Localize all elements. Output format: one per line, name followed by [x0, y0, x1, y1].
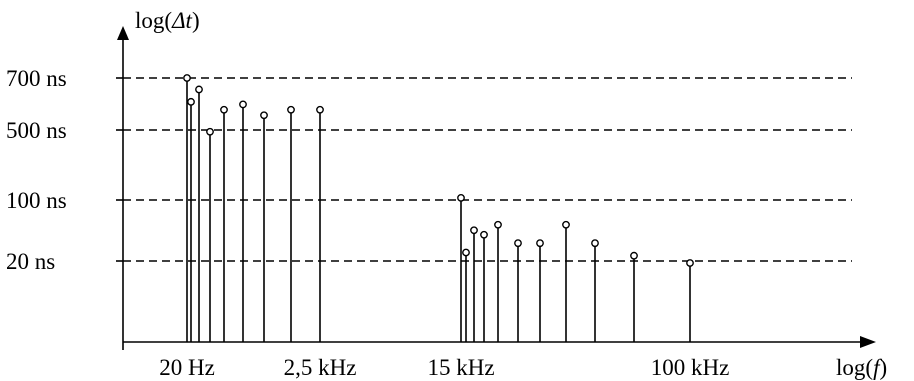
y-tick-label: 20 ns	[6, 249, 55, 274]
stem-marker	[462, 248, 470, 257]
y-axis-title-var: Δt	[171, 8, 192, 33]
stem-marker	[195, 85, 203, 94]
x-tick-labels: 20 Hz 2,5 kHz 15 kHz 100 kHz	[159, 355, 729, 380]
stem-marker	[457, 193, 465, 202]
y-tick-label: 100 ns	[6, 188, 67, 213]
y-axis-title-prefix: log(	[135, 8, 172, 33]
stem-marker	[187, 97, 195, 106]
stem-marker	[239, 100, 247, 109]
y-axis-arrow-icon	[117, 26, 129, 40]
stem-marker	[686, 259, 694, 267]
y-axis-title: log(Δt)	[135, 8, 200, 33]
stem-marker	[260, 111, 268, 120]
stem-marker	[536, 239, 544, 248]
x-tick-label: 20 Hz	[159, 355, 215, 380]
stem-marker	[206, 127, 214, 136]
stem-marker	[316, 105, 324, 114]
grid-lines	[123, 77, 852, 262]
stem-marker	[494, 220, 502, 229]
x-axis-title-suffix: )	[879, 355, 887, 380]
stem-marker	[591, 239, 599, 248]
stem-marker	[183, 74, 191, 82]
x-tick-label: 100 kHz	[651, 355, 730, 380]
x-tick-label: 15 kHz	[427, 355, 494, 380]
x-axis-title: log(f)	[836, 355, 887, 380]
x-axis-title-prefix: log(	[836, 355, 873, 380]
stem-marker	[514, 239, 522, 248]
x-tick-label: 2,5 kHz	[284, 355, 357, 380]
stem-marker	[630, 251, 638, 260]
x-axis-title-var: f	[873, 355, 883, 380]
x-axis-arrow-icon	[860, 336, 876, 348]
y-tick-label: 500 ns	[6, 118, 67, 143]
y-axis-title-suffix: )	[192, 8, 200, 33]
y-tick-label: 700 ns	[6, 66, 67, 91]
stem-marker	[480, 230, 488, 239]
stem-marker	[562, 220, 570, 229]
stem-marker	[470, 226, 478, 235]
stems	[183, 74, 694, 342]
stem-marker	[287, 105, 295, 114]
y-tick-labels: 700 ns 500 ns 100 ns 20 ns	[6, 66, 123, 274]
stem-marker	[220, 105, 228, 114]
